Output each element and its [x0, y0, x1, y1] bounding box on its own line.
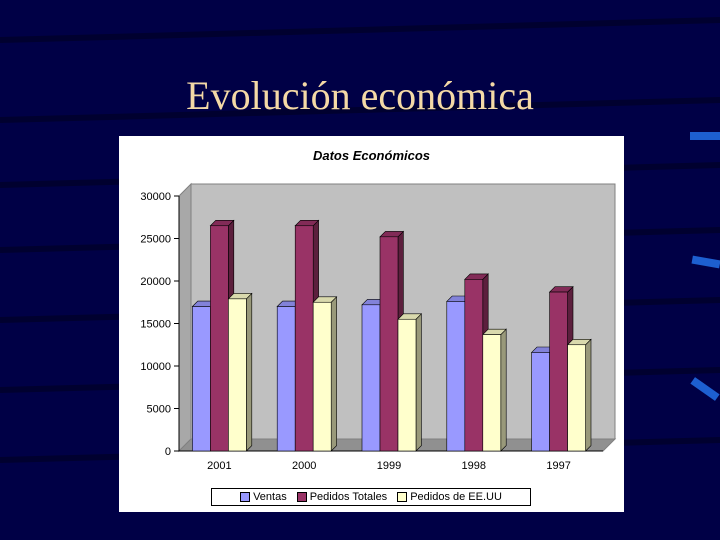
- x-tick-label: 1997: [546, 460, 570, 472]
- legend-item: Pedidos de EE.UU: [397, 491, 502, 503]
- y-tick-label: 15000: [140, 319, 171, 331]
- y-tick-label: 25000: [140, 234, 171, 246]
- legend-swatch: [296, 492, 307, 502]
- chart-side-wall: [178, 182, 192, 453]
- legend-label: Pedidos de EE.UU: [410, 491, 502, 503]
- x-tick-label: 1999: [377, 460, 401, 472]
- x-tick-label: 2000: [292, 460, 316, 472]
- chart-title: Datos Económicos: [312, 148, 431, 163]
- bar-pedidos-de-ee-uu-2000: [312, 296, 338, 452]
- y-tick-label: 5000: [147, 404, 171, 416]
- legend-item: Ventas: [240, 491, 287, 503]
- legend-label: Pedidos Totales: [309, 491, 388, 503]
- y-tick-label: 0: [165, 446, 171, 458]
- x-tick-label: 2001: [207, 460, 231, 472]
- bar-chart: 30000 25000 20000 15000 10000 5000 0 2001 2000 19…: [140, 182, 617, 472]
- y-tick-label: 10000: [140, 361, 171, 373]
- chart-legend: Ventas Pedidos Totales Pedidos de EE.UU: [211, 488, 531, 506]
- chart-panel: 30000 25000 20000 15000 10000 5000 0 2001 2000 19…: [119, 136, 624, 512]
- legend-item: Pedidos Totales: [296, 491, 388, 503]
- legend-swatch: [397, 492, 408, 502]
- slide-title: Evolución económica: [186, 73, 534, 118]
- y-tick-label: 20000: [140, 276, 171, 288]
- bar-pedidos-de-ee-uu-1997: [566, 338, 592, 452]
- bar-pedidos-de-ee-uu-1999: [397, 313, 423, 452]
- bar-pedidos-de-ee-uu-2001: [227, 292, 253, 452]
- bar-pedidos-de-ee-uu-1998: [482, 328, 507, 452]
- x-tick-label: 1998: [462, 460, 486, 472]
- y-tick-label: 30000: [140, 191, 171, 203]
- legend-label: Ventas: [253, 491, 287, 503]
- legend-swatch: [240, 492, 251, 502]
